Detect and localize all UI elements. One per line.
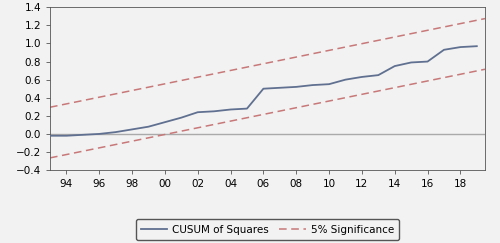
Legend: CUSUM of Squares, 5% Significance: CUSUM of Squares, 5% Significance — [136, 219, 399, 240]
